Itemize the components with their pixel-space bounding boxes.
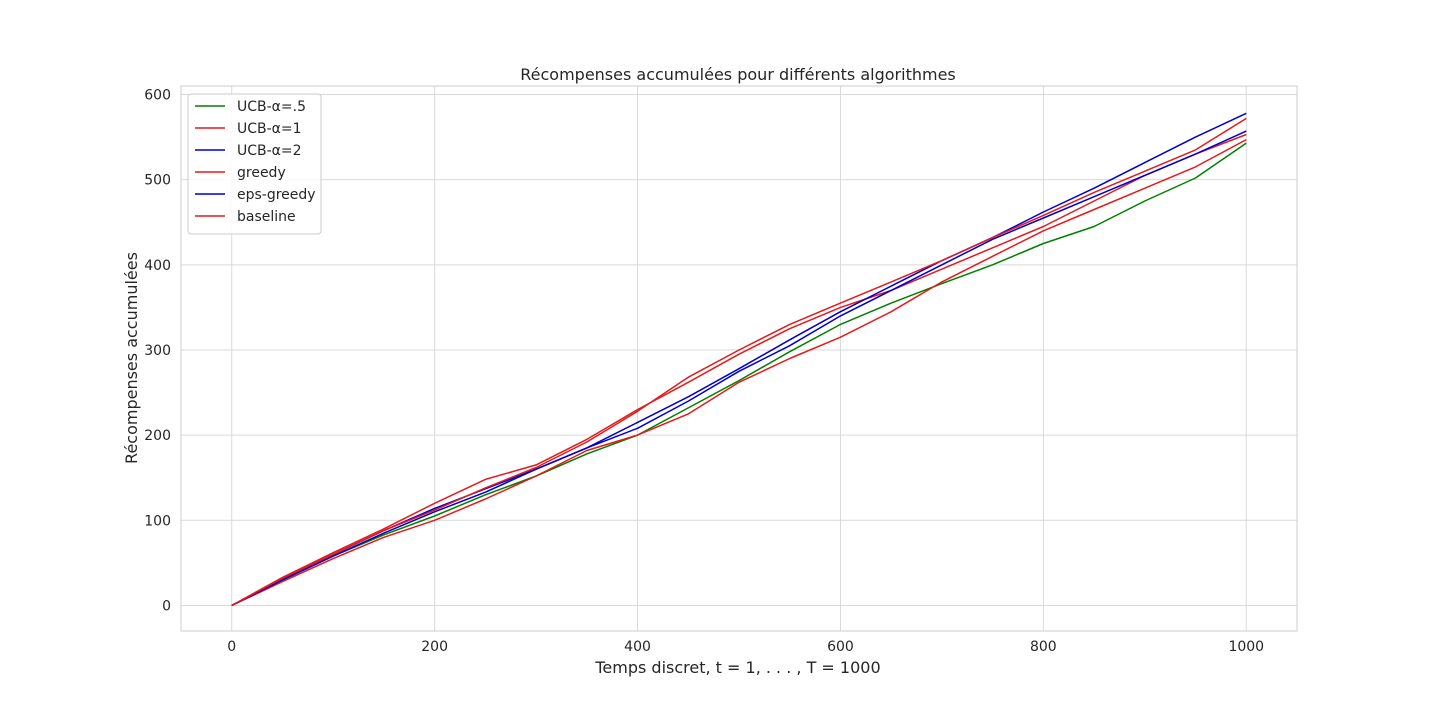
series-line-4 bbox=[231, 130, 1247, 607]
y-tick-label: 500 bbox=[144, 173, 171, 189]
x-tick-label: 800 bbox=[1030, 639, 1057, 655]
y-tick-label: 600 bbox=[144, 88, 171, 104]
legend-label: greedy bbox=[237, 165, 286, 181]
legend-label: UCB-α=.5 bbox=[237, 99, 306, 115]
legend-label: UCB-α=2 bbox=[237, 143, 302, 159]
y-tick-label: 200 bbox=[144, 428, 171, 444]
x-axis-label: Temps discret, t = 1, . . . , T = 1000 bbox=[594, 658, 880, 677]
series-line-2 bbox=[231, 112, 1247, 607]
y-tick-label: 400 bbox=[144, 258, 171, 274]
x-tick-label: 200 bbox=[421, 639, 448, 655]
series-line-0 bbox=[231, 142, 1247, 607]
legend-items: UCB-α=.5 UCB-α=1 UCB-α=2 greedy eps-greedy ba… bbox=[195, 99, 316, 225]
series-line-3 bbox=[231, 138, 1247, 607]
x-tick-label: 400 bbox=[624, 639, 651, 655]
legend-label: eps-greedy bbox=[237, 187, 316, 203]
y-tick-label: 100 bbox=[144, 513, 171, 529]
series-lines bbox=[231, 112, 1247, 607]
y-tick-labels: 0 100 200 300 400 500 600 bbox=[144, 88, 171, 615]
y-tick-label: 300 bbox=[144, 343, 171, 359]
x-tick-label: 0 bbox=[227, 639, 236, 655]
x-tick-labels: 0 200 400 600 800 1000 bbox=[227, 639, 1264, 655]
legend: UCB-α=.5 UCB-α=1 UCB-α=2 greedy eps-greedy ba… bbox=[187, 93, 322, 235]
y-axis-label: Récompenses accumulées bbox=[122, 252, 141, 464]
grid bbox=[181, 86, 1297, 631]
legend-label: UCB-α=1 bbox=[237, 121, 302, 137]
legend-label: baseline bbox=[237, 209, 296, 225]
y-tick-label: 0 bbox=[162, 598, 171, 614]
chart-title: Récompenses accumulées pour différents a… bbox=[520, 65, 956, 84]
series-line-1 bbox=[231, 133, 1247, 607]
x-tick-label: 1000 bbox=[1228, 639, 1264, 655]
legend-box bbox=[187, 93, 322, 235]
series-line-5 bbox=[231, 117, 1247, 607]
x-tick-label: 600 bbox=[827, 639, 854, 655]
plot-frame bbox=[180, 85, 1298, 632]
